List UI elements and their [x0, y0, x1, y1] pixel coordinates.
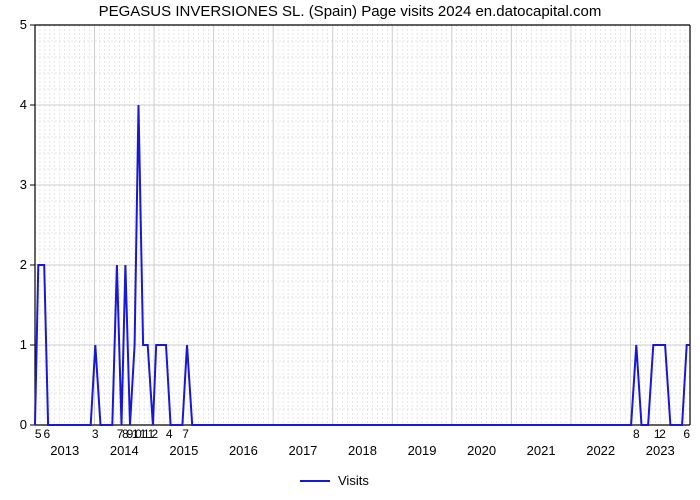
y-tick-label: 1 — [20, 337, 27, 352]
x-tick-label: 2018 — [348, 443, 377, 458]
x-tick-label: 2019 — [408, 443, 437, 458]
x-tick-label: 2022 — [586, 443, 615, 458]
chart-svg: PEGASUS INVERSIONES SL. (Spain) Page vis… — [0, 0, 700, 500]
value-label: 6 — [683, 427, 690, 441]
value-label: 6 — [43, 427, 50, 441]
y-tick-label: 0 — [20, 417, 27, 432]
y-tick-label: 5 — [20, 17, 27, 32]
x-tick-label: 2014 — [110, 443, 139, 458]
value-label: 4 — [166, 427, 173, 441]
value-label: 7 — [182, 427, 189, 441]
x-tick-label: 2013 — [50, 443, 79, 458]
legend-label: Visits — [338, 473, 369, 488]
y-tick-label: 3 — [20, 177, 27, 192]
x-tick-label: 2023 — [646, 443, 675, 458]
value-label: 2 — [152, 427, 159, 441]
value-label: 2 — [659, 427, 666, 441]
y-tick-label: 4 — [20, 97, 27, 112]
x-tick-label: 2015 — [169, 443, 198, 458]
visits-line-chart: PEGASUS INVERSIONES SL. (Spain) Page vis… — [0, 0, 700, 500]
x-tick-label: 2016 — [229, 443, 258, 458]
x-tick-label: 2017 — [288, 443, 317, 458]
value-label: 8 — [633, 427, 640, 441]
x-tick-label: 2020 — [467, 443, 496, 458]
value-label: 3 — [92, 427, 99, 441]
y-tick-label: 2 — [20, 257, 27, 272]
chart-title: PEGASUS INVERSIONES SL. (Spain) Page vis… — [99, 3, 602, 20]
x-tick-label: 2021 — [527, 443, 556, 458]
value-label: 5 — [35, 427, 42, 441]
